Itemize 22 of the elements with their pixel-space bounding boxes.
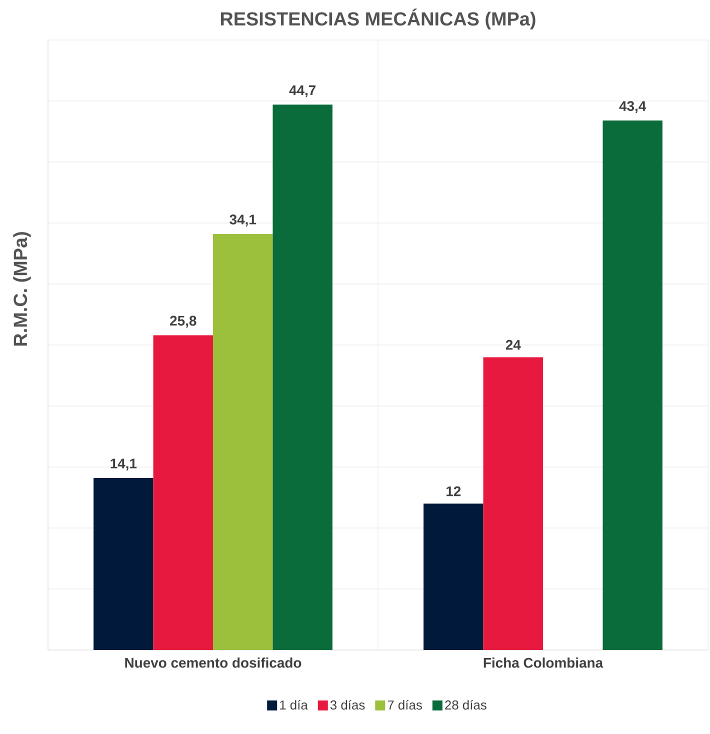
bar [94,478,154,650]
data-label: 14,1 [110,458,137,470]
bar [153,335,213,650]
chart-title: RESISTENCIAS MECÁNICAS (MPa) [220,8,536,30]
data-label: 12 [446,486,461,496]
legend-label: 1 día [280,700,308,710]
bar [272,104,332,650]
bar [424,504,484,650]
x-tick-label: Nuevo cemento dosificado [125,658,302,668]
x-tick-label: Ficha Colombiana [484,658,604,668]
data-label: 43,4 [619,101,646,113]
bar [483,357,544,650]
legend-label: 7 días [388,700,422,710]
bar [602,120,662,650]
data-label: 25,8 [170,316,196,328]
data-label: 24 [506,340,521,350]
data-label: 34,1 [230,214,256,226]
y-axis-title: R.M.C. (MPa) [13,232,31,346]
legend-label: 28 días [445,700,486,710]
legend-label: 3 días [330,700,365,710]
bar [213,234,273,650]
data-label: 44,7 [289,85,316,98]
